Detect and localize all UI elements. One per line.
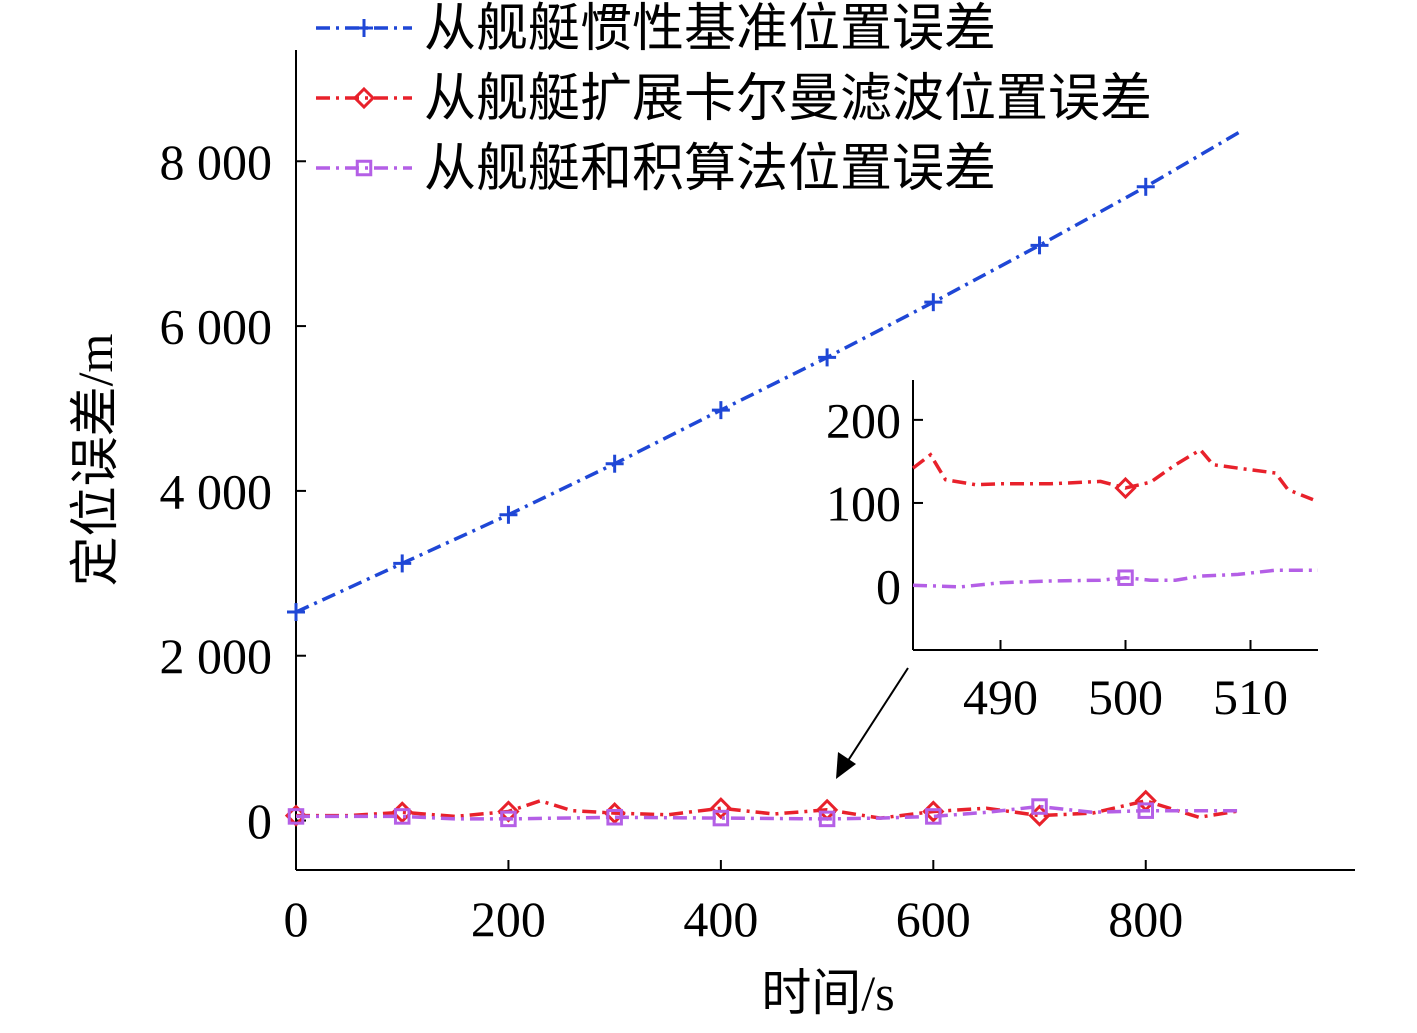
plus-marker bbox=[499, 505, 518, 524]
plus-marker bbox=[1136, 177, 1155, 196]
legend-label: 从舰艇惯性基准位置误差 bbox=[424, 1, 996, 58]
square-marker bbox=[500, 810, 517, 828]
series-square bbox=[912, 568, 1318, 589]
square-marker bbox=[712, 809, 730, 827]
legend-item: 从舰艇惯性基准位置误差 bbox=[316, 1, 996, 58]
annotation-arrow bbox=[836, 667, 909, 779]
x-axis-label: 时间/s bbox=[761, 965, 894, 1021]
y-tick-label: 0 bbox=[247, 793, 272, 849]
diamond-marker bbox=[709, 797, 732, 820]
plus-marker bbox=[1030, 236, 1049, 255]
inset-plot: 490 500 510 0 100 200 bbox=[826, 380, 1318, 725]
x-tick-label: 500 bbox=[1088, 669, 1163, 725]
series-line bbox=[296, 798, 1241, 820]
square-marker bbox=[818, 810, 836, 828]
series-square bbox=[287, 798, 1241, 828]
main-plot: 0 200 400 600 800 0 2 000 4 000 6 000 8 000 bbox=[160, 50, 1355, 947]
square-marker bbox=[355, 159, 373, 177]
series-line bbox=[296, 804, 1241, 821]
x-tick-label: 490 bbox=[963, 669, 1038, 725]
plus-marker bbox=[605, 454, 624, 473]
series-line bbox=[911, 447, 1314, 502]
x-tick-label: 600 bbox=[896, 891, 971, 947]
diamond-marker bbox=[1114, 476, 1137, 500]
diamond-marker bbox=[352, 86, 376, 110]
square-marker bbox=[1117, 569, 1134, 586]
x-tick-label: 400 bbox=[683, 891, 758, 947]
y-tick-label: 2 000 bbox=[160, 628, 273, 684]
plus-marker bbox=[711, 401, 730, 420]
y-tick-label: 4 000 bbox=[160, 463, 273, 519]
x-tick-label: 200 bbox=[471, 891, 546, 947]
y-tick-label: 0 bbox=[876, 559, 901, 615]
series-line bbox=[295, 130, 1242, 614]
series-diamond bbox=[911, 447, 1314, 502]
plus-marker bbox=[818, 348, 837, 367]
square-marker bbox=[1031, 798, 1048, 815]
plus-marker bbox=[924, 293, 943, 312]
square-marker bbox=[606, 809, 623, 826]
x-tick-label: 0 bbox=[284, 891, 309, 947]
y-tick-label: 8 000 bbox=[160, 134, 273, 190]
legend-item: 从舰艇扩展卡尔曼滤波位置误差 bbox=[316, 71, 1152, 128]
series-line bbox=[912, 568, 1318, 589]
x-tick-label: 800 bbox=[1108, 891, 1183, 947]
y-tick-label: 200 bbox=[826, 392, 901, 448]
plus-marker bbox=[355, 19, 373, 37]
plus-marker bbox=[287, 603, 305, 622]
plus-marker bbox=[393, 554, 412, 573]
series-plus bbox=[287, 130, 1242, 622]
square-marker bbox=[1137, 802, 1154, 819]
y-tick-label: 6 000 bbox=[160, 299, 273, 355]
x-tick-label: 510 bbox=[1213, 669, 1288, 725]
legend-item: 从舰艇和积算法位置误差 bbox=[316, 141, 996, 198]
legend-label: 从舰艇和积算法位置误差 bbox=[424, 141, 996, 198]
y-tick-label: 100 bbox=[826, 475, 901, 531]
square-marker bbox=[393, 808, 411, 825]
square-marker bbox=[287, 808, 305, 825]
legend-label: 从舰艇扩展卡尔曼滤波位置误差 bbox=[424, 71, 1152, 128]
square-marker bbox=[925, 808, 942, 825]
y-axis-label: 定位误差/m bbox=[67, 334, 123, 587]
